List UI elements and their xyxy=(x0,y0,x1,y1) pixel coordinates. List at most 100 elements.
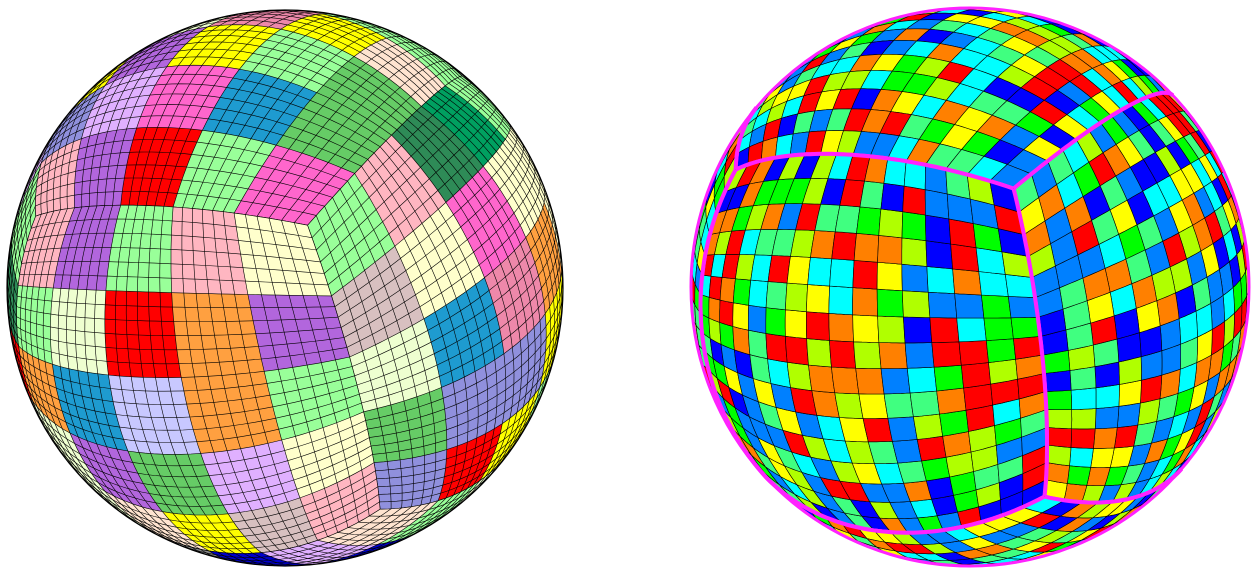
mesh-cell xyxy=(806,284,831,314)
mesh-cell xyxy=(834,392,864,419)
mesh-cell xyxy=(719,299,734,327)
mesh-cell xyxy=(933,364,964,392)
mesh-cell xyxy=(104,290,182,378)
mesh-cell xyxy=(1010,316,1041,340)
grid-line xyxy=(71,466,376,524)
mesh-cell xyxy=(903,316,933,344)
grid-line xyxy=(358,483,483,524)
face-edge xyxy=(1012,90,1175,191)
mesh-cell xyxy=(929,317,960,343)
mesh-cell xyxy=(50,288,109,375)
mesh-cell xyxy=(856,206,882,236)
grid-line xyxy=(148,205,244,554)
mesh-cell xyxy=(748,279,769,308)
mesh-cell xyxy=(1013,336,1043,360)
grid-line xyxy=(35,191,317,216)
mesh-cell xyxy=(209,550,314,566)
mesh-cell xyxy=(926,266,956,294)
mesh-cell xyxy=(732,302,750,331)
mesh-cell xyxy=(852,314,880,343)
mesh-cell xyxy=(391,106,484,203)
mesh-cell xyxy=(988,358,1018,385)
grid-line xyxy=(212,506,412,564)
grid-line xyxy=(331,124,511,297)
mesh-cell xyxy=(902,185,926,216)
grid-line xyxy=(352,197,550,367)
grid-line xyxy=(112,16,227,206)
grid-line xyxy=(268,218,349,528)
grid-line xyxy=(379,437,520,503)
mesh-cell xyxy=(732,326,751,355)
grid-line xyxy=(128,10,262,206)
grid-line xyxy=(125,205,227,554)
grid-line xyxy=(9,245,18,297)
grid-line xyxy=(145,508,381,554)
mesh-cell xyxy=(1113,424,1139,449)
face-edge xyxy=(734,151,1015,191)
mesh-cell xyxy=(1095,384,1120,409)
mesh-cell xyxy=(916,435,947,462)
grid-line xyxy=(120,29,417,111)
grid-line xyxy=(36,164,333,198)
mesh-cell xyxy=(354,135,446,247)
mesh-cell xyxy=(105,26,208,86)
mesh-cell xyxy=(831,231,857,261)
grid-line xyxy=(372,336,559,455)
mesh-cell xyxy=(963,383,993,411)
mesh-cell xyxy=(901,211,927,242)
mesh-cell xyxy=(805,311,830,341)
grid-line xyxy=(337,142,524,318)
sphere-outline xyxy=(689,6,1251,568)
mesh-cell xyxy=(877,235,903,265)
mesh-cell xyxy=(732,278,752,306)
mesh-cell xyxy=(53,205,121,291)
mesh-cell xyxy=(878,342,908,369)
mesh-cell xyxy=(954,293,985,319)
grid-line xyxy=(373,354,556,463)
mesh-cell xyxy=(921,456,951,482)
grid-line xyxy=(378,422,529,495)
grid-line xyxy=(84,478,377,531)
mesh-cell xyxy=(853,233,880,263)
mesh-cell xyxy=(950,243,980,272)
grid-line xyxy=(294,222,370,517)
grid-line xyxy=(231,11,439,92)
mesh-cell xyxy=(904,342,935,369)
grid-line xyxy=(163,11,323,207)
grid-line xyxy=(377,406,537,487)
grid-line xyxy=(281,220,359,523)
mesh-cell xyxy=(880,182,905,213)
grid-line xyxy=(296,500,439,566)
grid-line xyxy=(192,208,280,551)
grid-line xyxy=(64,64,392,136)
grid-line xyxy=(24,212,97,493)
grid-line xyxy=(365,277,563,421)
mesh-cell xyxy=(171,206,248,295)
mesh-cell xyxy=(127,451,229,515)
grid-line xyxy=(343,162,536,338)
grid-line xyxy=(361,249,561,404)
mesh-cell xyxy=(1093,427,1118,449)
grid-line xyxy=(356,222,557,386)
face-edge xyxy=(698,168,768,480)
mesh-cell xyxy=(261,540,378,565)
grid-line xyxy=(245,41,419,215)
grid-line xyxy=(334,133,518,307)
mesh-cell xyxy=(1116,402,1141,428)
mesh-cell xyxy=(60,49,143,125)
mesh-cell xyxy=(1046,427,1073,448)
mesh-cell xyxy=(234,213,332,296)
mesh-cell xyxy=(892,439,922,464)
mesh-cell xyxy=(445,75,511,140)
mesh-cell xyxy=(181,371,282,454)
sphere-outline xyxy=(6,9,564,567)
grid-line xyxy=(94,205,201,550)
grid-line xyxy=(340,153,530,328)
mesh-cell xyxy=(708,296,721,323)
grid-line xyxy=(75,205,184,546)
mesh-cell xyxy=(108,375,201,455)
grid-line xyxy=(159,206,253,554)
grid-line xyxy=(88,32,175,207)
mesh-cell xyxy=(747,304,767,334)
